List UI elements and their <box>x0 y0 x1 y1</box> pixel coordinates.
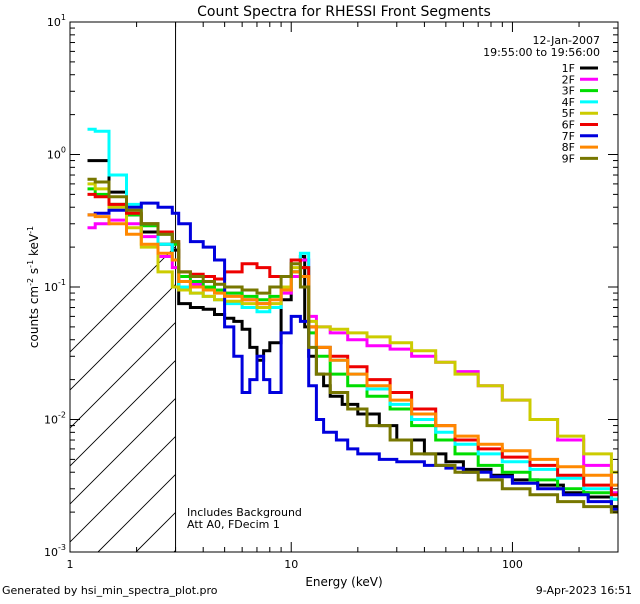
axes: 1 10 100 10-3 10-2 10-1 100 101 <box>44 13 619 571</box>
x-tick-label: 10 <box>284 558 298 571</box>
hatch-line <box>70 397 176 505</box>
legend-label-8f: 8F <box>562 141 575 154</box>
series-line-8f <box>87 213 618 487</box>
note-background: Includes Background <box>187 506 302 519</box>
y-tick-label: 10-1 <box>44 278 66 294</box>
legend-label-5f: 5F <box>562 107 575 120</box>
generated-by-footer: Generated by hsi_min_spectra_plot.pro <box>2 584 218 597</box>
legend-label-9f: 9F <box>562 152 575 165</box>
date-label: 12-Jan-2007 <box>533 34 601 47</box>
x-tick-label: 100 <box>502 558 523 571</box>
y-tick-label: 10-3 <box>44 543 66 559</box>
series-line-6f <box>87 192 618 497</box>
series-layer <box>87 127 618 514</box>
legend-label-6f: 6F <box>562 119 575 132</box>
y-tick-label: 100 <box>47 146 66 162</box>
legend-label-3f: 3F <box>562 85 575 98</box>
y-axis-label: counts cm-2 s-1 keV-1 <box>26 226 41 348</box>
hatch-line <box>70 245 176 353</box>
chart-title: Count Spectra for RHESSI Front Segments <box>197 4 491 20</box>
hatch-line <box>70 359 176 467</box>
y-tick-label: 10-2 <box>44 411 66 427</box>
legend-label-2f: 2F <box>562 73 575 86</box>
time-range-label: 19:55:00 to 19:56:00 <box>483 46 600 59</box>
timestamp-footer: 9-Apr-2023 16:51 <box>536 584 632 597</box>
legend-label-1f: 1F <box>562 62 575 75</box>
note-attenuator: Att A0, FDecim 1 <box>187 518 280 531</box>
y-tick-label: 101 <box>47 13 66 29</box>
hatch-line <box>70 435 176 543</box>
legend-label-7f: 7F <box>562 130 575 143</box>
x-tick-label: 1 <box>67 558 74 571</box>
x-axis-label: Energy (keV) <box>305 575 382 589</box>
series-line-5f <box>87 182 618 474</box>
series-line-9f <box>87 177 618 514</box>
legend-label-4f: 4F <box>562 96 575 109</box>
